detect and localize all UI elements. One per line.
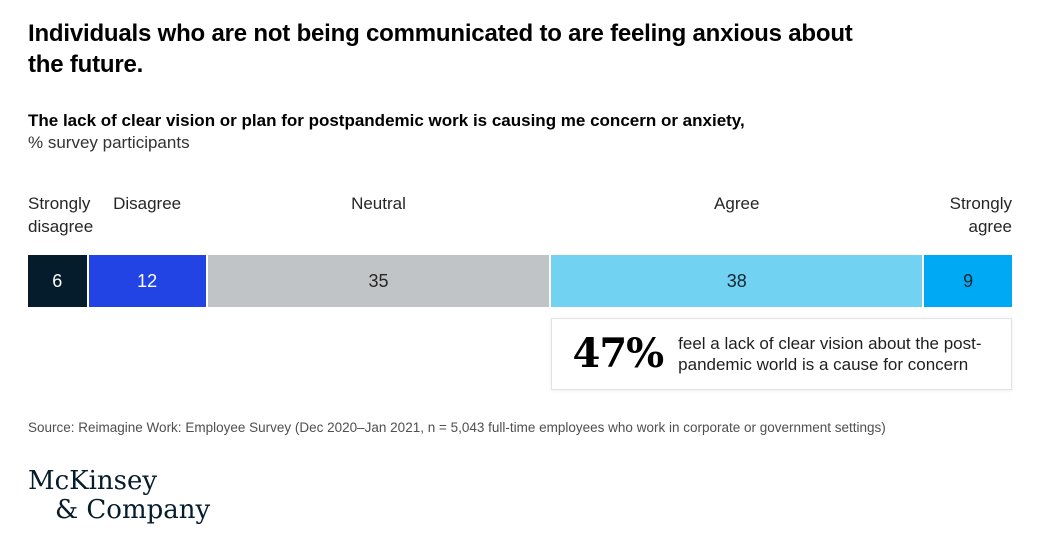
category-label-disagree: Disagree [113,194,182,213]
bar-segment-neutral: 35 [207,255,550,307]
mckinsey-logo: McKinsey & Company [28,467,1012,525]
logo-line-1: McKinsey [28,466,158,496]
source-note: Source: Reimagine Work: Employee Survey … [28,420,886,435]
category-label-strongly-disagree: Strongly disagree [28,194,94,236]
chart-unit-label: % survey participants [28,133,190,152]
stacked-bar: 6 12 35 38 9 [28,255,1012,307]
page-title-line-2: the future. [28,51,144,78]
callout-stat: 47% [572,330,664,377]
callout-text: feel a lack of clear vision about the po… [678,334,982,374]
chart-subtitle: The lack of clear vision or plan for pos… [28,111,745,130]
category-labels: Strongly disagree Disagree Neutral Agree Str… [28,192,1012,238]
page-title: Individuals who are not being communicat… [28,18,1012,80]
category-label-neutral: Neutral [351,194,406,213]
bar-segment-strongly-disagree: 6 [28,255,87,307]
bar-segment-agree: 38 [551,255,923,307]
page-title-line-1: Individuals who are not being communicat… [28,20,853,47]
bar-segment-strongly-agree: 9 [924,255,1012,307]
category-label-strongly-agree: Strongly agree [949,194,1012,236]
category-label-agree: Agree [714,194,760,213]
bar-segment-disagree: 12 [88,255,206,307]
logo-line-2: & Company [55,495,211,525]
callout-row: 47% feel a lack of clear vision about th… [28,307,1012,390]
callout-box: 47% feel a lack of clear vision about th… [551,318,1012,390]
